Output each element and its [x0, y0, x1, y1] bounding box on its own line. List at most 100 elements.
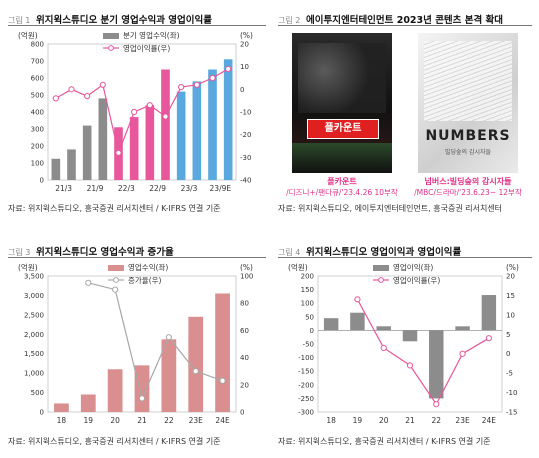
- panel-fig4: 그림 4 위지윅스튜디오 영업이익과 영업이익률 (억원) (%) -300 -250 -…: [278, 240, 532, 452]
- x-tick-label: 22/9: [149, 184, 166, 193]
- y-tick-label-left: 400: [31, 109, 44, 117]
- y-tick-label-right: -15: [506, 409, 517, 417]
- bar: [67, 149, 76, 180]
- line-point: [84, 93, 91, 100]
- poster-paper-stack: [424, 41, 512, 121]
- poster-caption-info: /디즈니+/팬다큐/'23.4.26 10부작: [286, 188, 398, 197]
- y-tick-label-right: -10: [506, 389, 517, 397]
- y-tick-label-left: 0: [310, 327, 314, 335]
- y-axis-unit-right: (%): [240, 31, 253, 40]
- y-tick-label-left: -300: [298, 409, 314, 417]
- bar: [402, 330, 418, 342]
- line-point: [433, 401, 440, 408]
- line-point: [225, 65, 232, 73]
- poster-caption-info: /MBC/드라마/'23.6.23~ 12부작: [414, 188, 522, 197]
- bar: [98, 98, 108, 180]
- panel-header: 그림 4 위지윅스튜디오 영업이익과 영업이익률: [278, 240, 461, 258]
- x-tick-label: 21: [405, 416, 415, 425]
- y-tick-label-left: -250: [298, 395, 314, 403]
- y-tick-label-right: 20: [240, 41, 249, 49]
- line-point: [380, 344, 387, 351]
- source-note: 자료: 위지윅스튜디오, 흥국증권 리서치센터 / K-IFRS 연결 기준: [8, 204, 221, 213]
- plot-frame: [47, 43, 237, 181]
- header-rule: [278, 257, 532, 258]
- line-point: [162, 113, 169, 120]
- x-tick-label: 23/9E: [210, 184, 232, 193]
- y-tick-label-left: 3,500: [24, 273, 44, 281]
- line-point: [112, 286, 119, 293]
- line-point: [165, 334, 172, 341]
- poster-cast-photo: [298, 43, 386, 113]
- y-tick-label-left: 500: [31, 389, 44, 397]
- bar: [350, 312, 365, 331]
- y-tick-label-right: -20: [240, 131, 251, 139]
- y-tick-label-right: -10: [240, 109, 251, 117]
- y-tick-label-left: 300: [31, 126, 44, 134]
- line-point: [131, 108, 138, 116]
- panel-title: 에이투지엔터테인먼트 2023년 콘텐츠 본격 확대: [306, 15, 503, 26]
- bar: [455, 326, 470, 331]
- legend-label: 증가율(우): [128, 276, 162, 285]
- bar: [161, 339, 177, 412]
- x-tick-label: 20: [379, 416, 389, 425]
- y-tick-label-right: 0: [240, 409, 244, 417]
- y-tick-label-left: 800: [31, 41, 44, 49]
- x-tick-label: 22/3: [118, 184, 135, 193]
- line-point: [485, 335, 492, 342]
- line-point: [99, 81, 106, 88]
- bar: [80, 394, 96, 412]
- poster-caption-title: 플카운트: [327, 177, 357, 186]
- bar: [82, 125, 92, 180]
- plot-frame: [317, 275, 503, 413]
- panel-fig2: 그림 2 에이투지엔터테인먼트 2023년 콘텐츠 본격 확대 플카운트 플카운트…: [278, 8, 532, 218]
- y-tick-label-left: 100: [301, 300, 314, 308]
- line-point: [68, 86, 75, 93]
- y-tick-label-left: -200: [298, 381, 314, 389]
- panel-title: 위지윅스튜디오 영업수익과 증가율: [36, 247, 174, 258]
- panel-header: 그림 1 위지윅스튜디오 분기 영업수익과 영업이익률: [8, 8, 212, 26]
- line-point: [192, 368, 199, 375]
- poster-numbers: NUMBERS 빌딩숲의 감시자들: [418, 33, 518, 173]
- x-tick-label: 18: [326, 416, 336, 425]
- x-tick-label: 22: [432, 416, 442, 425]
- y-tick-label-left: -50: [303, 341, 314, 349]
- poster-title: NUMBERS: [425, 128, 511, 144]
- header-rule: [278, 25, 532, 26]
- y-tick-label-left: 600: [31, 75, 44, 83]
- bar: [161, 69, 170, 180]
- legend-swatch-marker: [113, 277, 119, 283]
- line-point: [52, 95, 59, 102]
- series-line: [55, 68, 229, 155]
- x-tick-label: 22: [164, 416, 174, 425]
- bar: [208, 69, 217, 180]
- y-tick-label-right: 80: [240, 300, 249, 308]
- poster-stadium: [292, 143, 392, 173]
- y-tick-label-right: -40: [240, 177, 251, 185]
- source-note: 자료: 위지윅스튜디오, 에이투지엔터테인먼트, 흥국증권 리서치센터: [278, 204, 503, 213]
- poster-subtitle: 빌딩숲의 감시자들: [444, 149, 492, 156]
- y-tick-label-left: 0: [40, 409, 44, 417]
- line-point: [178, 83, 185, 91]
- figure-number: 그림 2: [278, 16, 301, 25]
- y-tick-label-left: 3,000: [24, 292, 44, 300]
- y-tick-label-left: 500: [31, 92, 44, 100]
- y-tick-label-right: 20: [240, 381, 249, 389]
- y-tick-label-left: -100: [298, 354, 314, 362]
- chart-annual-revenue-growth: (억원) (%) 0 500 1,000 1,500 2,000 2,500 3,000 3,50…: [18, 262, 253, 425]
- chart-annual-op-income-margin: (억원) (%)-300-250-200-150-100-500501001502…: [288, 262, 519, 425]
- bar: [215, 293, 230, 412]
- y-tick-label-right: 60: [240, 327, 249, 335]
- y-tick-label-left: 700: [31, 58, 44, 66]
- legend-swatch-bar: [373, 265, 389, 271]
- legend-swatch-bar: [108, 265, 124, 271]
- x-tick-label: 19: [84, 416, 94, 425]
- y-tick-label-right: 0: [506, 350, 510, 358]
- header-rule: [8, 25, 266, 26]
- header-rule: [8, 257, 266, 258]
- panel-header: 그림 2 에이투지엔터테인먼트 2023년 콘텐츠 본격 확대: [278, 8, 503, 26]
- y-tick-label-right: 5: [506, 331, 510, 339]
- panel-title: 위지윅스튜디오 분기 영업수익과 영업이익률: [36, 15, 212, 26]
- source-note: 자료: 위지윅스튜디오, 흥국증권 리서치센터 / K-IFRS 연결 기준: [8, 437, 221, 446]
- line-point: [146, 102, 153, 109]
- x-tick-label: 23E: [189, 416, 204, 425]
